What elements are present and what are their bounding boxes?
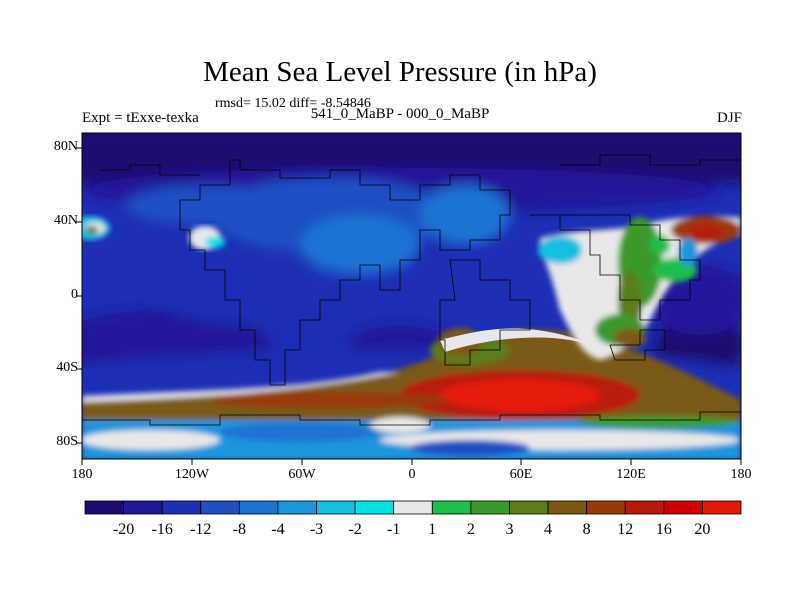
x-tick-label: 0 [408,467,416,482]
colorbar [84,500,742,515]
colorbar-swatch [161,500,202,515]
colorbar-label: -1 [387,521,401,538]
colorbar-label: -12 [190,521,212,538]
colorbar-label: 2 [466,521,475,538]
colorbar-label: -2 [348,521,362,538]
colorbar-label: 4 [544,521,553,538]
comparison-label: 541_0_MaBP - 000_0_MaBP [310,106,490,122]
colorbar-swatch [277,500,317,515]
colorbar-swatch [509,500,549,515]
chart-title: Mean Sea Level Pressure (in hPa) [203,56,597,88]
colorbar-swatch [431,500,472,515]
colorbar-label: 12 [617,521,634,538]
colorbar-swatch [316,500,356,515]
colorbar-swatch [393,500,433,515]
colorbar-label: -8 [232,521,246,538]
y-tick-label: 0 [71,287,78,302]
colorbar-swatch [354,500,395,515]
colorbar-swatch [470,500,510,515]
contour-field [82,133,741,459]
colorbar-swatch [238,500,279,515]
colorbar-label: 16 [655,521,672,538]
x-tick-label: 120W [174,467,210,482]
colorbar-label: -3 [309,521,324,538]
colorbar-label: -20 [112,521,135,538]
x-tick-label: 180 [730,467,752,482]
season-label: DJF [716,110,742,126]
colorbar-swatch [702,500,742,515]
colorbar-label: -16 [151,521,173,538]
colorbar-label: 1 [428,521,437,538]
colorbar-swatch [123,500,163,515]
colorbar-swatch [624,500,665,515]
x-tick-label: 60W [288,467,316,482]
colorbar-swatch [547,500,588,515]
y-tick-label: 40S [56,360,78,375]
x-tick-marks [81,459,742,465]
y-tick-label: 80S [56,434,78,449]
x-tick-label: 120E [616,467,646,482]
colorbar-label: 20 [694,521,711,538]
y-tick-label: 80N [53,139,78,154]
colorbar-label: -4 [271,521,285,538]
colorbar-swatch [84,500,124,515]
colorbar-swatch [200,500,240,515]
colorbar-label: 8 [582,521,591,538]
experiment-label: Expt = tExxe-texka [82,110,199,126]
y-tick-marks [76,147,82,444]
x-tick-label: 60E [509,467,533,482]
colorbar-label: 3 [505,521,514,538]
x-tick-label: 180 [71,467,93,482]
y-tick-label: 40N [53,213,78,228]
rmsd-label: rmsd= 15.02 diff= -8.54846 [215,96,371,111]
colorbar-swatch [586,500,626,515]
colorbar-swatch [663,500,703,515]
